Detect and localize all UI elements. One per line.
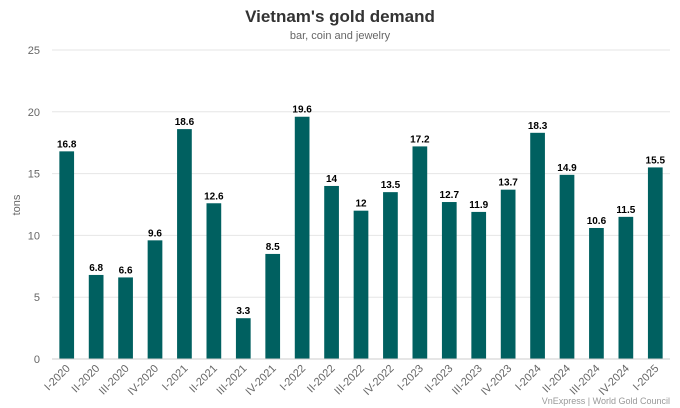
bar [265, 253, 281, 359]
bar [530, 132, 545, 359]
x-tick-label: I-2024 [513, 363, 544, 394]
data-label: 12.6 [204, 191, 224, 202]
bar [647, 167, 663, 359]
data-label: 14.9 [557, 163, 577, 174]
chart-title: Vietnam's gold demand [245, 7, 435, 26]
x-tick-label: I-2025 [631, 363, 662, 394]
x-tick-label: III-2023 [450, 363, 485, 398]
x-tick-label: IV-2020 [126, 363, 161, 398]
y-tick-label: 5 [34, 292, 40, 304]
bar [441, 202, 457, 359]
data-label: 10.6 [587, 216, 607, 227]
x-tick-label: I-2021 [160, 363, 191, 394]
bar [559, 174, 575, 359]
y-tick-label: 0 [34, 354, 40, 366]
x-tick-label: III-2022 [332, 363, 367, 398]
y-tick-label: 15 [28, 169, 40, 181]
x-tick-label: I-2022 [278, 363, 309, 394]
data-label: 11.9 [469, 200, 488, 211]
data-label: 19.6 [292, 105, 312, 116]
x-tick-label: IV-2021 [244, 363, 279, 398]
data-label: 18.3 [528, 121, 548, 132]
bar [235, 318, 251, 359]
bar [177, 129, 192, 359]
x-tick-label: IV-2024 [597, 363, 632, 398]
bar [412, 146, 428, 359]
data-label: 3.3 [236, 306, 250, 317]
data-label: 17.2 [410, 134, 430, 145]
bar [59, 151, 75, 359]
source-credit: VnExpress | World Gold Council [542, 396, 670, 406]
data-label: 8.5 [266, 242, 280, 253]
data-labels: 16.8 6.8 6.6 9.6 18.6 12.6 3.3 8.5 19.6 14 12 13.5 1… [57, 105, 665, 317]
data-label: 11.5 [616, 205, 635, 216]
y-tick-label: 10 [28, 230, 40, 242]
x-tick-label: IV-2022 [361, 363, 396, 398]
y-tick-label: 20 [28, 107, 40, 119]
x-tick-label: I-2023 [395, 363, 426, 394]
bar [471, 211, 487, 359]
data-label: 15.5 [646, 155, 666, 166]
y-axis-ticks: 0 5 10 15 20 25 [28, 45, 40, 366]
data-label: 13.7 [498, 178, 518, 189]
data-label: 18.6 [175, 117, 195, 128]
bar [500, 189, 516, 359]
data-label: 16.8 [57, 139, 77, 150]
bar [88, 274, 104, 359]
bar [118, 277, 133, 359]
x-tick-label: IV-2023 [479, 363, 514, 398]
chart-subtitle: bar, coin and jewelry [290, 30, 391, 42]
bar [589, 227, 604, 359]
bar [353, 210, 369, 359]
x-tick-label: III-2020 [97, 363, 132, 398]
data-label: 12.7 [440, 190, 460, 201]
bar [383, 192, 398, 359]
y-axis-label: tons [11, 194, 23, 215]
bar [618, 216, 634, 359]
bar [206, 203, 222, 359]
bars [59, 116, 663, 359]
y-tick-label: 25 [28, 45, 40, 57]
bar [147, 240, 163, 359]
data-label: 9.6 [148, 228, 162, 239]
x-axis-ticks: I-2020II-2020III-2020IV-2020I-2021II-202… [42, 363, 661, 398]
bar [324, 185, 339, 359]
data-label: 14 [326, 174, 338, 185]
x-tick-label: III-2024 [568, 363, 603, 398]
data-label: 6.6 [119, 265, 133, 276]
data-label: 6.8 [89, 263, 103, 274]
bar [294, 116, 310, 359]
data-label: 12 [355, 199, 367, 210]
data-label: 13.5 [381, 180, 401, 191]
x-tick-label: III-2021 [215, 363, 250, 398]
x-tick-label: I-2020 [42, 363, 73, 394]
